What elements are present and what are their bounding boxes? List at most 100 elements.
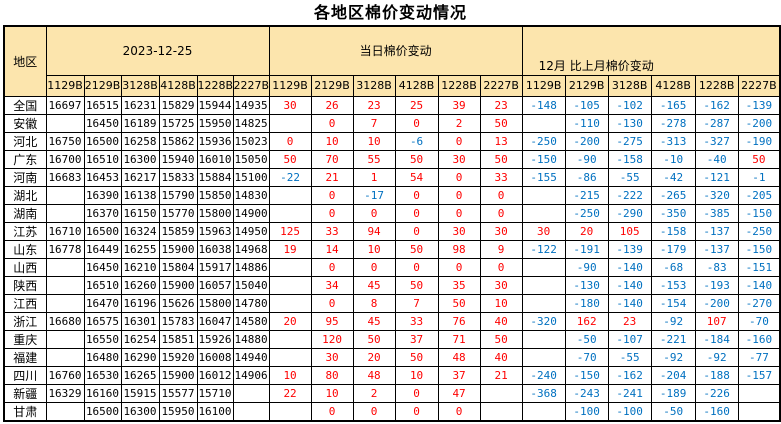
grade-code-header: 1228B — [694, 74, 739, 97]
daily-change-cell: 48 — [437, 347, 481, 367]
price-cell: 15577 — [158, 383, 198, 403]
monthly-change-cell: 162 — [564, 311, 609, 331]
price-cell: 16258 — [120, 131, 160, 151]
daily-change-cell: 0 — [310, 185, 354, 205]
monthly-change-cell — [521, 347, 566, 367]
price-cell: 15023 — [232, 131, 270, 151]
daily-change-cell: 7 — [394, 293, 439, 313]
daily-change-cell — [268, 347, 312, 367]
daily-change-cell: 47 — [437, 383, 481, 403]
monthly-change-cell: 107 — [694, 311, 739, 331]
daily-change-cell: 120 — [310, 329, 354, 349]
monthly-change-cell: -160 — [694, 401, 739, 421]
monthly-change-cell: -204 — [650, 365, 696, 385]
monthly-change-cell: -250 — [737, 221, 781, 241]
daily-change-cell: 10 — [352, 131, 396, 151]
region-cell: 重庆 — [3, 329, 47, 349]
daily-change-cell: 0 — [437, 167, 481, 187]
daily-change-cell: 80 — [310, 365, 354, 385]
daily-change-cell: 50 — [394, 239, 439, 259]
daily-change-cell: 50 — [479, 149, 523, 169]
price-cell: 15900 — [158, 275, 198, 295]
price-cell: 15900 — [158, 365, 198, 385]
monthly-change-cell: -188 — [694, 365, 739, 385]
monthly-change-cell: -139 — [607, 239, 652, 259]
price-cell: 16196 — [120, 293, 160, 313]
price-cell: 16510 — [83, 149, 122, 169]
monthly-change-cell: -162 — [607, 365, 652, 385]
price-cell: 16012 — [196, 365, 234, 385]
daily-change-cell: 39 — [437, 95, 481, 115]
price-cell: 14880 — [232, 329, 270, 349]
region-cell: 陕西 — [3, 275, 47, 295]
daily-change-cell: 0 — [310, 203, 354, 223]
daily-change-cell: 0 — [394, 257, 439, 277]
price-cell: 16370 — [83, 203, 122, 223]
daily-change-cell — [268, 185, 312, 205]
table-row: 江西 16470 16196 15626 15800 14780 0 8 7 50 10 -180 -1… — [3, 293, 781, 313]
region-cell: 山东 — [3, 239, 47, 259]
region-cell: 浙江 — [3, 311, 47, 331]
table-row: 甘肃 16500 16300 15950 16100 0 0 0 0 -100 -100 -50 -16… — [3, 401, 781, 421]
group-header-1: 当日棉价变动 — [268, 25, 523, 76]
monthly-change-cell: -153 — [650, 275, 696, 295]
table-row: 陕西 16510 16260 15900 16057 15040 34 45 50 35 30 -13… — [3, 275, 781, 295]
monthly-change-cell: -165 — [650, 95, 696, 115]
monthly-change-cell: -150 — [521, 149, 566, 169]
monthly-change-cell: -158 — [607, 149, 652, 169]
price-cell: 15100 — [232, 167, 270, 187]
monthly-change-cell — [521, 401, 566, 421]
monthly-change-cell: -179 — [650, 239, 696, 259]
daily-change-cell: 30 — [310, 347, 354, 367]
price-cell — [232, 383, 270, 403]
price-cell: 15770 — [158, 203, 198, 223]
daily-change-cell: 45 — [352, 275, 396, 295]
monthly-change-cell: -265 — [650, 185, 696, 205]
daily-change-cell: 37 — [437, 365, 481, 385]
daily-change-cell — [268, 113, 312, 133]
price-cell: 16254 — [120, 329, 160, 349]
table-row: 四川 16760 16530 16265 15900 16012 14906 10 80 48 10… — [3, 365, 781, 385]
price-cell: 15900 — [158, 239, 198, 259]
price-cell — [45, 401, 85, 421]
monthly-change-cell: -150 — [564, 365, 609, 385]
daily-change-cell: 70 — [310, 149, 354, 169]
region-cell: 安徽 — [3, 113, 47, 133]
monthly-change-cell: -221 — [650, 329, 696, 349]
monthly-change-cell: -148 — [521, 95, 566, 115]
daily-change-cell: 0 — [479, 185, 523, 205]
monthly-change-cell: -200 — [737, 113, 781, 133]
daily-change-cell: 0 — [437, 203, 481, 223]
table-row: 新疆 16329 16160 15915 15577 15710 22 10 2 0 47 -368-… — [3, 383, 781, 403]
monthly-change-cell: -226 — [694, 383, 739, 403]
daily-change-cell: 33 — [394, 311, 439, 331]
daily-change-cell: 35 — [437, 275, 481, 295]
table-row: 广东 16700 16510 16300 15940 16010 15050 50 70 55 50… — [3, 149, 781, 169]
region-cell: 福建 — [3, 347, 47, 367]
monthly-change-cell: 30 — [521, 221, 566, 241]
table-row: 山西 16450 16210 15804 15917 14886 0 0 0 0 0 -90 -140-… — [3, 257, 781, 277]
daily-change-cell: 50 — [437, 293, 481, 313]
monthly-change-cell: -385 — [694, 203, 739, 223]
monthly-change-cell: -70 — [564, 347, 609, 367]
price-cell: 15920 — [158, 347, 198, 367]
daily-change-cell: 30 — [437, 149, 481, 169]
daily-change-cell: 0 — [310, 401, 354, 421]
cotton-price-table: 地区 2023-12-25 当日棉价变动 12月 比上月棉价变动 1129B 2129B 3… — [3, 25, 781, 422]
price-cell: 16760 — [45, 365, 85, 385]
daily-change-cell — [479, 383, 523, 403]
daily-change-cell: 23 — [352, 95, 396, 115]
price-cell: 14906 — [232, 365, 270, 385]
daily-change-cell: 1 — [352, 167, 396, 187]
monthly-change-cell: -313 — [650, 131, 696, 151]
daily-change-cell: 10 — [310, 131, 354, 151]
monthly-change-cell — [521, 293, 566, 313]
grade-code-header: 3128B — [352, 74, 396, 97]
price-cell: 16160 — [83, 383, 122, 403]
price-cell: 15833 — [158, 167, 198, 187]
price-cell: 15926 — [196, 329, 234, 349]
daily-change-cell: 0 — [394, 203, 439, 223]
monthly-change-cell: -200 — [694, 293, 739, 313]
grade-code-header: 1129B — [268, 74, 312, 97]
